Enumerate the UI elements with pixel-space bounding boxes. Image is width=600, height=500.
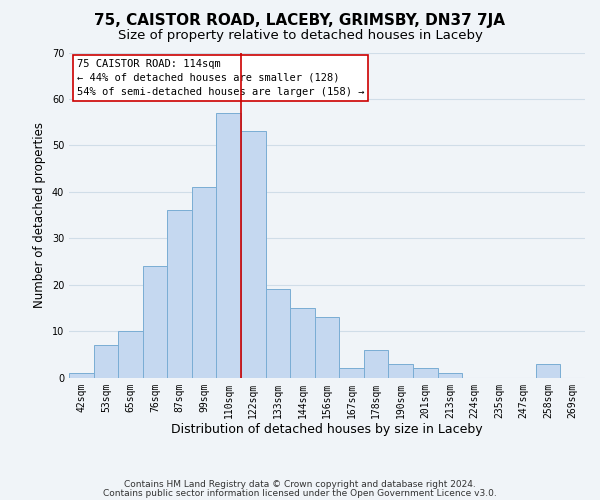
Bar [266, 290, 290, 378]
Y-axis label: Number of detached properties: Number of detached properties [33, 122, 46, 308]
Text: Contains public sector information licensed under the Open Government Licence v3: Contains public sector information licen… [103, 488, 497, 498]
Bar [118, 331, 143, 378]
X-axis label: Distribution of detached houses by size in Laceby: Distribution of detached houses by size … [171, 423, 483, 436]
Bar [94, 345, 118, 378]
Bar [437, 373, 462, 378]
Text: 75, CAISTOR ROAD, LACEBY, GRIMSBY, DN37 7JA: 75, CAISTOR ROAD, LACEBY, GRIMSBY, DN37 … [95, 12, 505, 28]
Bar [241, 132, 266, 378]
Bar [536, 364, 560, 378]
Text: Size of property relative to detached houses in Laceby: Size of property relative to detached ho… [118, 29, 482, 42]
Bar [364, 350, 388, 378]
Bar [217, 113, 241, 378]
Bar [388, 364, 413, 378]
Bar [315, 317, 339, 378]
Bar [290, 308, 315, 378]
Bar [413, 368, 437, 378]
Text: Contains HM Land Registry data © Crown copyright and database right 2024.: Contains HM Land Registry data © Crown c… [124, 480, 476, 489]
Text: 75 CAISTOR ROAD: 114sqm
← 44% of detached houses are smaller (128)
54% of semi-d: 75 CAISTOR ROAD: 114sqm ← 44% of detache… [77, 59, 364, 97]
Bar [167, 210, 192, 378]
Bar [69, 373, 94, 378]
Bar [192, 187, 217, 378]
Bar [143, 266, 167, 378]
Bar [339, 368, 364, 378]
